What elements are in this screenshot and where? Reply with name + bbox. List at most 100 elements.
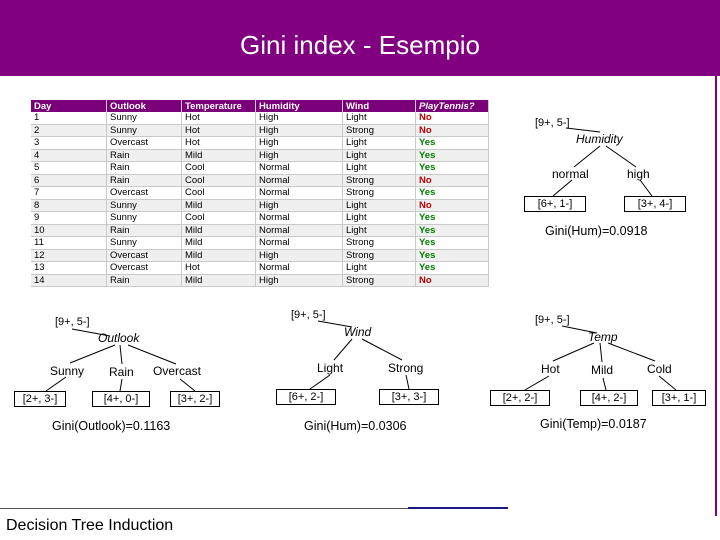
cell-wind: Strong [342,274,416,287]
cell-wind: Strong [342,236,416,250]
cell-humidity: High [255,112,343,125]
cell-day: 1 [31,112,107,125]
col-header-day: Day [31,100,107,112]
outlook-branch-rain: Rain [109,365,134,379]
temp-attribute-label: Temp [588,330,618,344]
cell-temperature: Cool [181,161,256,175]
humidity-branch-high: high [627,167,650,181]
cell-temperature: Hot [181,261,256,275]
col-header-playtennis: PlayTennis? [415,100,489,112]
wind-root-counts: [9+, 5-] [291,309,326,321]
humidity-leaf-normal: [6+, 1-] [524,196,586,212]
wind-branch-strong: Strong [388,361,424,375]
cell-playtennis: Yes [415,136,489,150]
col-header-humidity: Humidity [255,100,343,112]
outlook-branch-sunny: Sunny [50,364,85,378]
footer-title: Decision Tree Induction [6,517,174,534]
cell-wind: Light [342,224,416,237]
cell-wind: Light [342,149,416,162]
cell-outlook: Sunny [106,199,182,212]
cell-outlook: Rain [106,274,182,287]
cell-outlook: Sunny [106,211,182,225]
cell-wind: Strong [342,174,416,187]
cell-playtennis: Yes [415,149,489,162]
outlook-root-counts: [9+, 5-] [55,316,90,328]
table-row: 2 Sunny Hot High Strong No [31,124,489,137]
cell-temperature: Cool [181,211,256,225]
cell-humidity: Normal [255,236,343,250]
temp-gini: Gini(Temp)=0.0187 [540,417,647,431]
cell-humidity: High [255,249,343,262]
cell-outlook: Rain [106,174,182,187]
humidity-leaf-high: [3+, 4-] [624,196,686,212]
cell-playtennis: Yes [415,249,489,262]
cell-humidity: High [255,124,343,137]
cell-temperature: Hot [181,136,256,150]
table-row: 13 Overcast Hot Normal Light Yes [31,261,489,275]
wind-leaf-light: [6+, 2-] [276,389,336,405]
cell-day: 10 [31,224,107,237]
slide-header: Gini index - Esempio [0,0,720,76]
cell-outlook: Overcast [106,249,182,262]
temp-root-counts: [9+, 5-] [535,314,570,326]
temp-branch-cold: Cold [647,362,672,376]
cell-humidity: High [255,149,343,162]
cell-day: 5 [31,161,107,175]
cell-day: 7 [31,186,107,200]
humidity-attribute-label: Humidity [576,132,623,146]
cell-temperature: Mild [181,236,256,250]
cell-playtennis: Yes [415,261,489,275]
cell-humidity: Normal [255,174,343,187]
cell-playtennis: Yes [415,211,489,225]
cell-day: 9 [31,211,107,225]
table-header-row: Day Outlook Temperature Humidity Wind Pl… [31,100,489,112]
cell-day: 11 [31,236,107,250]
table-row: 11 Sunny Mild Normal Strong Yes [31,236,489,250]
temp-branch-mild: Mild [591,363,614,377]
table-row: 1 Sunny Hot High Light No [31,112,489,125]
cell-temperature: Cool [181,186,256,200]
cell-playtennis: Yes [415,186,489,200]
cell-playtennis: Yes [415,161,489,175]
cell-playtennis: Yes [415,236,489,250]
cell-temperature: Mild [181,274,256,287]
cell-outlook: Rain [106,224,182,237]
cell-humidity: Normal [255,161,343,175]
cell-humidity: High [255,274,343,287]
wind-leaf-strong: [3+, 3-] [379,389,439,405]
cell-playtennis: Yes [415,224,489,237]
cell-humidity: Normal [255,211,343,225]
humidity-branch-normal: normal [552,167,589,181]
table-row: 3 Overcast Hot High Light Yes [31,136,489,150]
temp-leaf-mild: [4+, 2-] [580,390,638,406]
outlook-branch-overcast: Overcast [153,364,202,378]
cell-day: 13 [31,261,107,275]
cell-day: 12 [31,249,107,262]
cell-day: 14 [31,274,107,287]
cell-playtennis: No [415,274,489,287]
slide-title: Gini index - Esempio [240,30,480,60]
cell-wind: Light [342,136,416,150]
cell-wind: Light [342,161,416,175]
col-header-temperature: Temperature [181,100,256,112]
humidity-gini: Gini(Hum)=0.0918 [545,224,648,238]
col-header-wind: Wind [342,100,416,112]
table-row: 10 Rain Mild Normal Light Yes [31,224,489,237]
wind-branch-light: Light [317,361,344,375]
cell-playtennis: No [415,199,489,212]
cell-outlook: Overcast [106,186,182,200]
cell-day: 2 [31,124,107,137]
cell-wind: Strong [342,124,416,137]
cell-wind: Light [342,211,416,225]
cell-outlook: Overcast [106,136,182,150]
wind-attribute-label: Wind [344,325,372,339]
temp-leaf-cold: [3+, 1-] [652,390,706,406]
outlook-gini: Gini(Outlook)=0.1163 [52,419,171,433]
footer-divider [0,508,408,509]
play-tennis-table: Day Outlook Temperature Humidity Wind Pl… [31,100,489,287]
cell-outlook: Sunny [106,124,182,137]
temp-leaf-hot: [2+, 2-] [490,390,550,406]
cell-humidity: Normal [255,261,343,275]
outlook-leaf-overcast: [3+, 2-] [170,391,220,407]
